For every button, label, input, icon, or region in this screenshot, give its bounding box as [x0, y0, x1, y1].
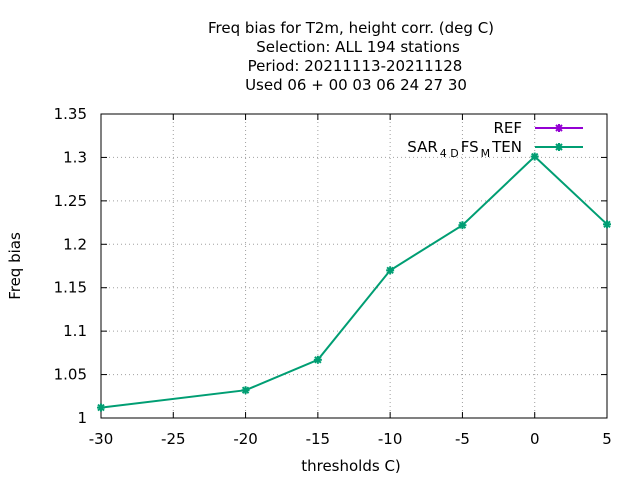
title-line-4: Used 06 + 00 03 06 24 27 30 [245, 76, 467, 94]
plot-border [100, 113, 608, 419]
title-line-2: Selection: ALL 194 stations [256, 38, 460, 56]
data-point [386, 266, 395, 275]
legend-marker [555, 124, 563, 132]
legend-sample-ref [535, 124, 583, 132]
x-tick-label: 0 [530, 430, 540, 448]
data-point [313, 355, 322, 364]
y-tick-label: 1.1 [63, 322, 87, 340]
y-axis-label: Freq bias [6, 232, 24, 300]
legend: REF SAR 4 D FS M TEN [407, 119, 583, 160]
series-line-1 [100, 155, 608, 409]
data-point [97, 403, 105, 412]
legend-label-ref: REF [493, 119, 522, 137]
chart-title: Freq bias for T2m, height corr. (deg C) … [208, 19, 494, 94]
series-layer [97, 152, 611, 412]
x-tick-label: 5 [602, 430, 612, 448]
data-point [241, 386, 250, 395]
x-tick-label: -10 [378, 430, 403, 448]
data-point [530, 152, 539, 161]
y-axis-tick-labels: 1 1.05 1.1 1.15 1.2 1.25 1.3 1.35 [54, 105, 87, 427]
x-tick-label: -20 [233, 430, 258, 448]
grid-lines [101, 114, 607, 418]
legend-sample-sar [535, 143, 583, 151]
legend-label-sar-tail: TEN [491, 138, 522, 156]
legend-marker [555, 143, 563, 151]
x-tick-label: -15 [306, 430, 331, 448]
x-axis-label: thresholds C) [301, 457, 401, 475]
x-tick-label: -5 [455, 430, 470, 448]
y-tick-label: 1.15 [54, 279, 87, 297]
legend-label-sar-sub1: 4 D [440, 147, 459, 160]
y-tick-label: 1.2 [63, 235, 87, 253]
x-axis-tick-labels: -30 -25 -20 -15 -10 -5 0 5 [89, 430, 612, 448]
y-tick-label: 1.35 [54, 105, 87, 123]
y-tick-label: 1.3 [63, 148, 87, 166]
x-tick-label: -25 [161, 430, 186, 448]
y-tick-label: 1.25 [54, 192, 87, 210]
legend-label-sar-base: SAR [407, 138, 437, 156]
legend-label-sar: SAR 4 D FS M TEN [407, 138, 522, 160]
y-tick-label: 1 [77, 409, 87, 427]
legend-label-sar-sub2: M [481, 147, 491, 160]
title-line-1: Freq bias for T2m, height corr. (deg C) [208, 19, 494, 37]
title-line-3: Period: 20211113-20211128 [248, 57, 463, 75]
data-point [603, 220, 611, 229]
legend-label-sar-mid: FS [461, 138, 479, 156]
y-tick-label: 1.05 [54, 366, 87, 384]
x-tick-label: -30 [89, 430, 114, 448]
data-point [458, 221, 467, 230]
